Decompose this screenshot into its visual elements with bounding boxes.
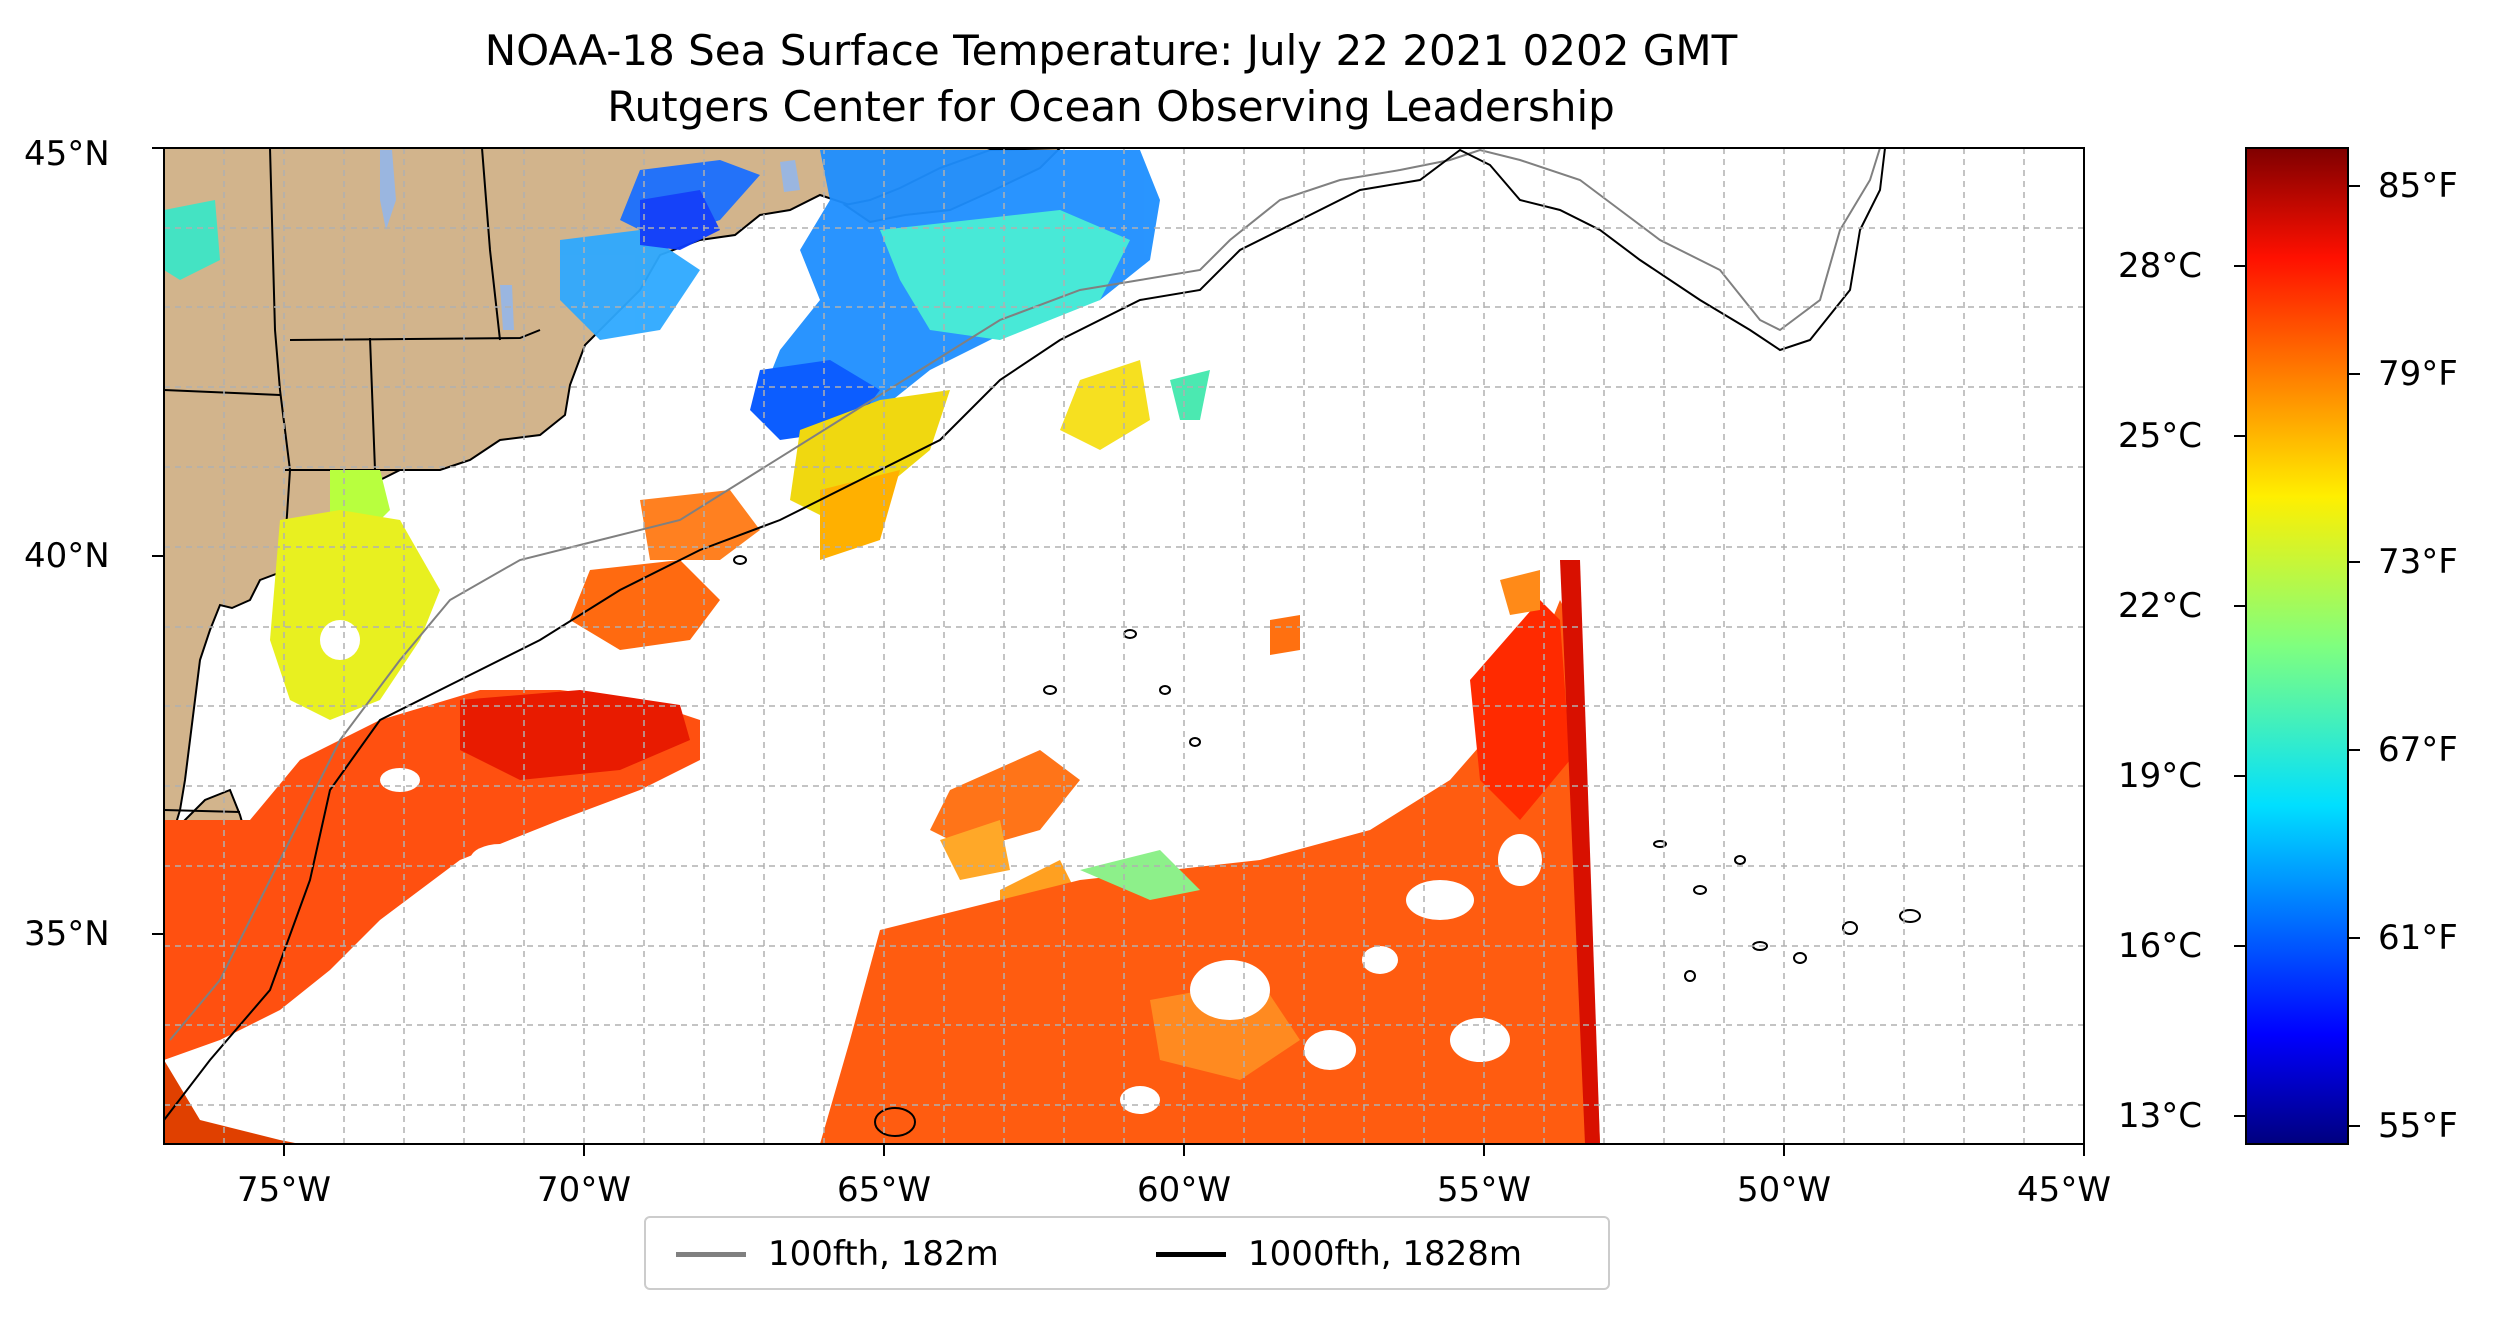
lon-label: 75°W [237, 1170, 331, 1210]
legend-label: 1000fth, 1828m [1248, 1234, 1523, 1274]
colorbar-fahrenheit-label: 79°F [2378, 354, 2458, 394]
gridlines [164, 148, 2084, 1144]
legend-item-100fth: 100fth, 182m [676, 1234, 999, 1274]
lat-label: 45°N [24, 134, 110, 174]
lon-label: 65°W [837, 1170, 931, 1210]
colorbar-fahrenheit-label: 85°F [2378, 166, 2458, 206]
colorbar-fahrenheit-label: 55°F [2378, 1106, 2458, 1146]
sst-shelf-waters [270, 360, 1150, 720]
lake [780, 160, 800, 192]
legend-label: 100fth, 182m [768, 1234, 999, 1274]
colorbar-celsius-label: 13°C [2118, 1096, 2203, 1136]
lat-label: 35°N [24, 914, 110, 954]
map-frame [163, 147, 2085, 1145]
lon-label: 70°W [537, 1170, 631, 1210]
map-area [164, 148, 2084, 1144]
legend-line-gray [676, 1251, 746, 1257]
colorbar-celsius-label: 25°C [2118, 416, 2203, 456]
chart-title: NOAA-18 Sea Surface Temperature: July 22… [484, 26, 1738, 75]
colorbar-celsius-label: 28°C [2118, 246, 2203, 286]
colorbar [2245, 147, 2349, 1145]
cloud-gaps [320, 620, 1542, 1114]
contour-100fth [169, 148, 1881, 1041]
colorbar-celsius-label: 19°C [2118, 756, 2203, 796]
chart-subtitle: Rutgers Center for Ocean Observing Leade… [607, 82, 1615, 131]
colorbar-fahrenheit-label: 67°F [2378, 730, 2458, 770]
legend-line-black [1156, 1251, 1226, 1257]
legend-item-1000fth: 1000fth, 1828m [1156, 1234, 1522, 1274]
lon-label: 45°W [2017, 1170, 2111, 1210]
colorbar-celsius-label: 22°C [2118, 586, 2203, 626]
colorbar-ticks [2234, 185, 2360, 1127]
lon-label: 60°W [1137, 1170, 1231, 1210]
lat-label: 40°N [24, 536, 110, 576]
contour-1000fth [164, 148, 1886, 1121]
lon-label: 50°W [1737, 1170, 1831, 1210]
axis-ticks [152, 147, 2085, 1156]
colorbar-fahrenheit-label: 61°F [2378, 918, 2458, 958]
lake [380, 150, 396, 230]
legend: 100fth, 182m 1000fth, 1828m [644, 1216, 1610, 1290]
lon-label: 55°W [1437, 1170, 1531, 1210]
colorbar-fahrenheit-label: 73°F [2378, 542, 2458, 582]
colorbar-celsius-label: 16°C [2118, 926, 2203, 966]
